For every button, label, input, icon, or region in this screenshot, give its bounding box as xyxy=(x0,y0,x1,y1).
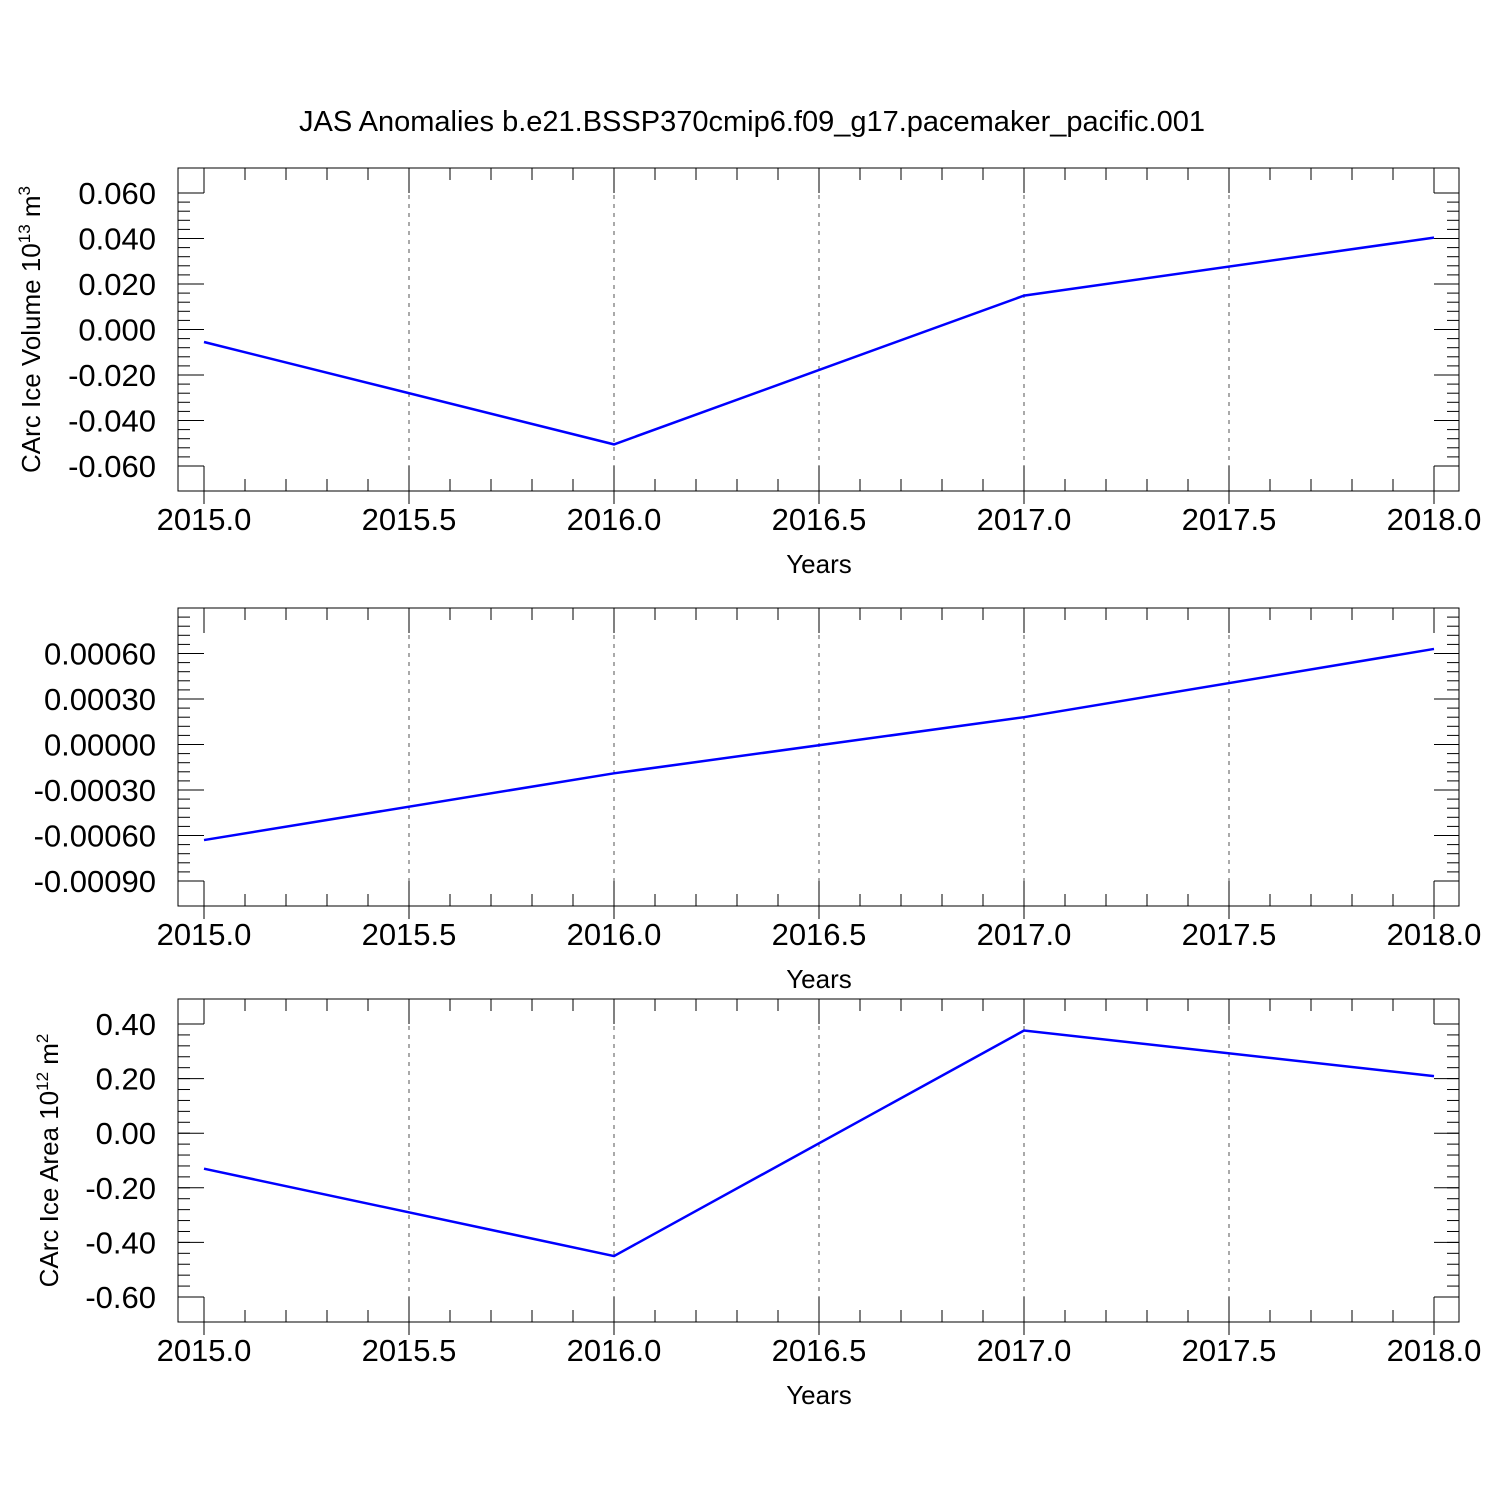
y-tick-label: -0.20 xyxy=(85,1171,156,1206)
series-line xyxy=(203,236,1435,446)
y-tick-label: 0.00060 xyxy=(44,637,156,672)
y-axis-label-unit-exponent: 3 xyxy=(15,186,34,195)
x-axis-label: Years xyxy=(786,1380,852,1410)
chart-title: JAS Anomalies b.e21.BSSP370cmip6.f09_g17… xyxy=(299,106,1205,138)
x-axis-label: Years xyxy=(786,964,852,994)
panel-2: 2015.0 2015.5 2016.0 2016.5 2017.0 2017.5 2018… xyxy=(0,598,1482,994)
y-axis-label-unit-exponent: 2 xyxy=(33,1034,52,1043)
y-tick-label: -0.00030 xyxy=(34,773,156,808)
x-tick-label: 2016.0 xyxy=(567,502,662,537)
y-tick-label: -0.60 xyxy=(85,1280,156,1315)
y-tick-label: 0.40 xyxy=(96,1007,156,1042)
x-tick-label: 2015.5 xyxy=(362,1333,457,1368)
y-tick-label: 0.040 xyxy=(78,222,156,257)
x-tick-label: 2016.5 xyxy=(772,917,867,952)
y-tick-label: -0.40 xyxy=(85,1225,156,1260)
y-axis-label-unit: m xyxy=(16,195,46,224)
y-tick-label: 0.00 xyxy=(96,1116,156,1151)
panel-3: 2015.0 2015.5 2016.0 2016.5 2017.0 2017.5 2018… xyxy=(33,998,1482,1410)
y-axis-label-text: CArc Ice Volume 10 xyxy=(16,243,46,473)
panels-group: 2015.0 2015.5 2016.0 2016.5 2017.0 2017.5 2018… xyxy=(0,167,1482,1410)
y-axis-label-exponent: 13 xyxy=(15,224,34,243)
x-axis-label: Years xyxy=(786,549,852,579)
y-tick-label: 0.060 xyxy=(78,176,156,211)
x-tick-label: 2017.0 xyxy=(977,917,1072,952)
x-tick-label: 2017.5 xyxy=(1182,917,1277,952)
x-tick-label: 2018.0 xyxy=(1387,917,1482,952)
series-line xyxy=(203,647,1435,842)
y-tick-label: -0.00090 xyxy=(34,864,156,899)
y-axis-label-text: CArc Ice Area 10 xyxy=(34,1091,64,1288)
x-tick-label: 2017.0 xyxy=(977,1333,1072,1368)
y-tick-label: 0.00030 xyxy=(44,682,156,717)
x-tick-label: 2018.0 xyxy=(1387,1333,1482,1368)
x-tick-label: 2015.5 xyxy=(362,917,457,952)
y-axis-label: CArc Snow Volume 1013 m3 xyxy=(0,598,4,915)
y-tick-label: -0.020 xyxy=(68,358,156,393)
x-tick-label: 2017.5 xyxy=(1182,502,1277,537)
y-tick-label: 0.00000 xyxy=(44,728,156,763)
x-tick-label: 2016.5 xyxy=(772,1333,867,1368)
y-axis-label-unit: m xyxy=(0,608,4,637)
y-axis-label: CArc Ice Area 1012 m2 xyxy=(33,1034,64,1288)
x-tick-label: 2016.0 xyxy=(567,917,662,952)
y-axis-label-text: CArc Snow Volume 10 xyxy=(0,656,4,916)
x-tick-label: 2018.0 xyxy=(1387,502,1482,537)
y-tick-label: -0.060 xyxy=(68,449,156,484)
y-axis-label: CArc Ice Volume 1013 m3 xyxy=(15,186,46,473)
y-axis-label-unit: m xyxy=(34,1043,64,1072)
series-line xyxy=(203,1029,1435,1258)
x-tick-label: 2015.5 xyxy=(362,502,457,537)
x-tick-label: 2017.5 xyxy=(1182,1333,1277,1368)
x-tick-label: 2016.0 xyxy=(567,1333,662,1368)
y-axis-label-exponent: 12 xyxy=(33,1072,52,1091)
y-tick-label: -0.040 xyxy=(68,404,156,439)
x-tick-label: 2015.0 xyxy=(157,1333,252,1368)
x-tick-label: 2017.0 xyxy=(977,502,1072,537)
panel-1: 2015.0 2015.5 2016.0 2016.5 2017.0 2017.5 2018… xyxy=(15,167,1482,579)
y-tick-label: 0.020 xyxy=(78,267,156,302)
x-tick-label: 2015.0 xyxy=(157,502,252,537)
y-tick-label: 0.20 xyxy=(96,1062,156,1097)
y-tick-label: -0.00060 xyxy=(34,819,156,854)
x-tick-label: 2016.5 xyxy=(772,502,867,537)
x-tick-label: 2015.0 xyxy=(157,917,252,952)
y-tick-label: 0.000 xyxy=(78,313,156,348)
